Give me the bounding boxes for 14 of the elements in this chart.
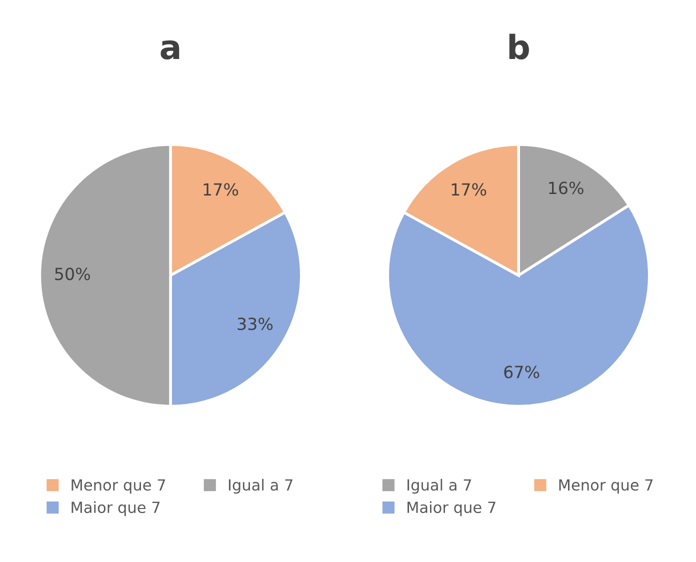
legend-label: Menor que 7 bbox=[559, 479, 653, 494]
legend-label: Maior que 7 bbox=[72, 501, 160, 516]
data-label: 17% bbox=[204, 183, 238, 196]
legend-label: Menor que 7 bbox=[72, 479, 166, 494]
data-label: 67% bbox=[504, 366, 540, 378]
chart-title: b bbox=[509, 34, 529, 60]
legend-label: Igual a 7 bbox=[408, 478, 472, 494]
data-label: 17% bbox=[452, 183, 486, 196]
data-label: 33% bbox=[238, 318, 273, 330]
legend-label: Maior que 7 bbox=[408, 501, 496, 516]
data-label: 16% bbox=[549, 182, 584, 194]
chart-title: a bbox=[160, 40, 180, 60]
data-label: 50% bbox=[55, 268, 90, 280]
legend-label: Igual a 7 bbox=[228, 478, 292, 494]
